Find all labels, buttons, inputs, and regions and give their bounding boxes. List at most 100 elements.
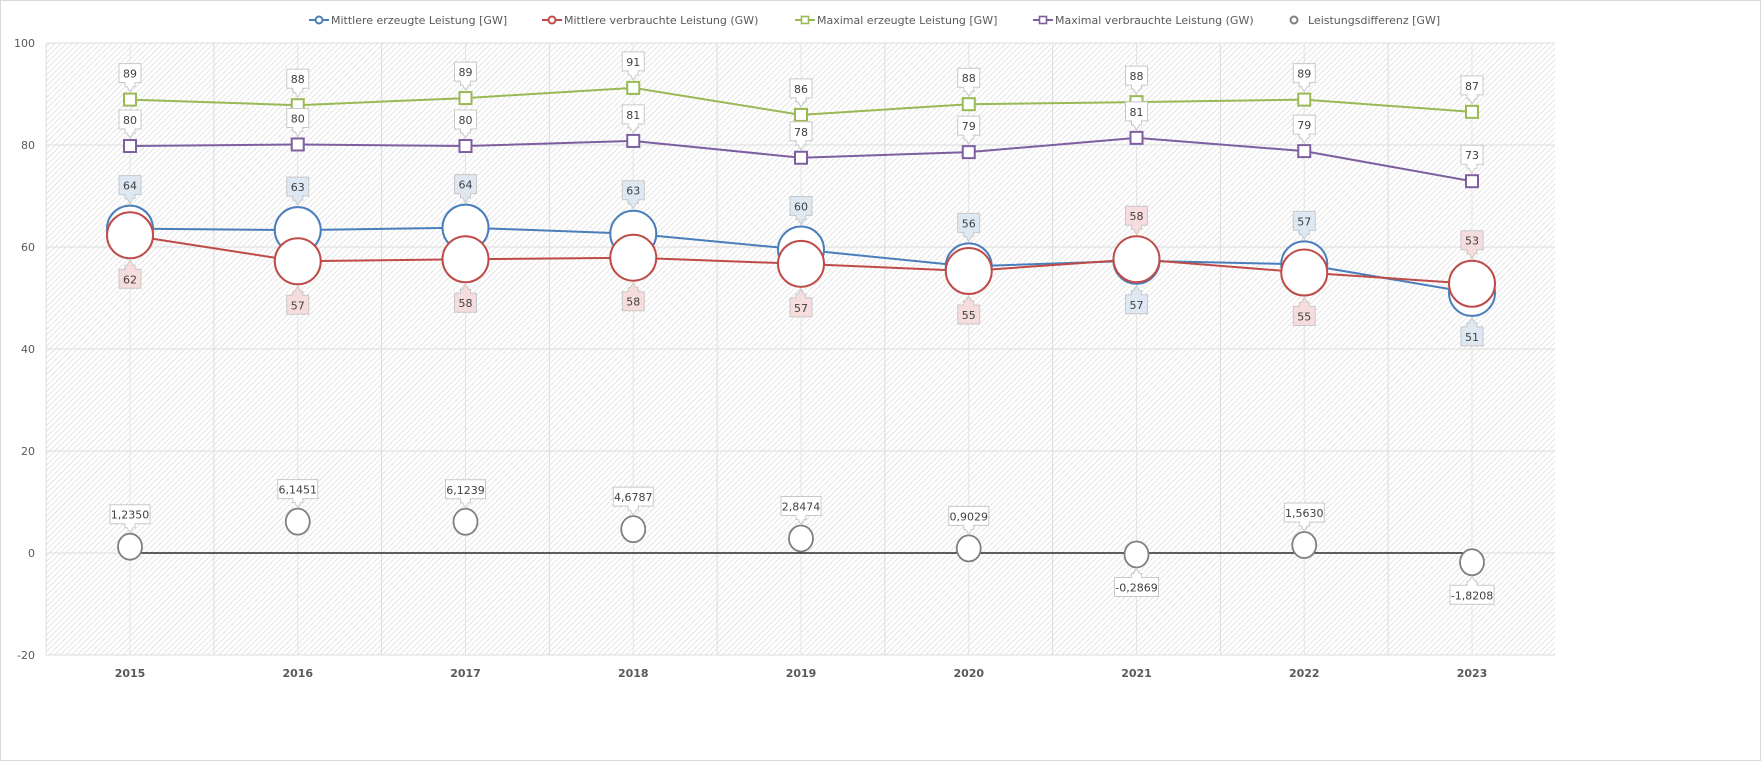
data-label-box [454, 174, 477, 204]
data-label-text: 73 [1465, 149, 1479, 162]
data-label: 79 [1292, 114, 1316, 145]
data-label-box [1460, 144, 1484, 175]
data-label: 55 [957, 294, 981, 325]
data-label-box [612, 486, 654, 517]
data-label-text: 89 [123, 68, 137, 81]
data-label-text: 53 [1465, 235, 1479, 248]
data-point [458, 139, 473, 154]
data-label-text: 57 [291, 299, 305, 312]
data-label: 80 [286, 107, 310, 138]
legend: Mittlere erzeugte Leistung [GW] Mittlere … [309, 14, 1440, 27]
data-label-box [454, 283, 477, 313]
data-point [626, 133, 641, 148]
data-point [123, 139, 137, 154]
data-label-text: 56 [962, 217, 976, 230]
data-label-box [454, 61, 477, 92]
data-label: 88 [1125, 65, 1148, 96]
data-point [794, 150, 808, 165]
y-axis: 100 80 60 40 20 0 -20 [14, 37, 35, 662]
y-tick-label: 80 [21, 139, 35, 152]
legend-label: Maximal verbrauchte Leistung (GW) [1055, 14, 1254, 27]
data-label: 79 [957, 115, 981, 146]
legend-label: Mittlere erzeugte Leistung [GW] [331, 14, 507, 27]
data-label: 89 [1292, 63, 1316, 93]
data-label-text: 78 [794, 126, 808, 139]
data-label: 4,6787 [612, 486, 654, 517]
data-label-text: 58 [626, 296, 640, 309]
legend-item: Maximal erzeugte Leistung [GW] [795, 14, 997, 27]
data-point [961, 97, 976, 112]
x-tick-label: 2023 [1457, 667, 1488, 680]
data-label-box [445, 479, 486, 509]
data-point [1112, 235, 1161, 284]
data-label-text: 63 [291, 181, 305, 194]
legend-item: Leistungsdifferenz [GW] [1289, 14, 1440, 27]
data-label-text: 1,5630 [1285, 507, 1324, 520]
data-label: 57 [789, 287, 813, 318]
y-tick-label: 40 [21, 343, 35, 356]
data-point [1129, 130, 1144, 145]
x-tick-label: 2019 [786, 667, 817, 680]
data-label: 58 [454, 283, 477, 313]
data-point [961, 145, 976, 160]
data-label-box [109, 504, 151, 534]
data-label: 87 [1460, 75, 1484, 105]
data-label: 55 [1292, 296, 1316, 326]
data-point [1465, 174, 1479, 189]
legend-circle-icon [1289, 15, 1299, 25]
legend-item: Mittlere erzeugte Leistung [GW] [309, 14, 507, 27]
y-tick-label: 60 [21, 241, 35, 254]
legend-item: Mittlere verbrauchte Leistung (GW) [542, 14, 758, 27]
series-markers [106, 80, 1496, 577]
data-label-text: 81 [626, 109, 640, 122]
data-label-box [277, 479, 319, 509]
x-tick-label: 2018 [618, 667, 649, 680]
data-label-text: 6,1239 [446, 484, 485, 497]
data-point [1291, 531, 1318, 559]
data-point [626, 80, 641, 95]
data-label-text: 58 [1130, 210, 1144, 223]
data-label: 64 [454, 174, 477, 204]
data-label-text: 79 [962, 120, 976, 133]
data-label-text: -1,8208 [1451, 589, 1493, 602]
x-tick-label: 2015 [115, 667, 146, 680]
data-label: 53 [1460, 230, 1484, 260]
data-point [777, 239, 825, 288]
data-label-box [454, 109, 477, 139]
data-label-text: 4,6787 [614, 491, 653, 504]
data-label-box [1292, 114, 1316, 145]
data-point [458, 91, 473, 106]
x-tick-label: 2020 [953, 667, 984, 680]
data-label-text: 57 [1130, 299, 1144, 312]
data-point [1297, 144, 1312, 159]
data-point [1297, 92, 1312, 107]
data-label-box [789, 196, 813, 226]
legend-square-icon [800, 15, 810, 25]
data-label-box [1125, 205, 1148, 236]
data-label-text: 57 [1297, 215, 1311, 228]
data-label-text: 79 [1297, 119, 1311, 132]
data-label-box [948, 505, 990, 536]
data-label-text: 2,8474 [782, 500, 821, 513]
x-tick-label: 2017 [450, 667, 481, 680]
data-point [794, 107, 808, 122]
data-point [609, 233, 658, 282]
data-label: 0,9029 [948, 505, 990, 536]
data-label: 60 [789, 196, 813, 226]
y-tick-label: 20 [21, 445, 35, 458]
data-label-text: 55 [962, 309, 976, 322]
data-label-box [1292, 210, 1316, 241]
data-label-text: 87 [1465, 80, 1479, 93]
data-label: 51 [1460, 316, 1484, 347]
data-label: 64 [118, 175, 142, 205]
data-label-text: 81 [1130, 106, 1144, 119]
data-label-box [118, 109, 142, 139]
data-label-box [118, 175, 142, 205]
data-label-text: 88 [1130, 70, 1144, 83]
data-label-text: 63 [626, 185, 640, 198]
data-label-text: 64 [123, 180, 137, 193]
data-label-box [118, 259, 142, 289]
data-label-text: 58 [459, 297, 473, 310]
data-point [1459, 548, 1485, 577]
